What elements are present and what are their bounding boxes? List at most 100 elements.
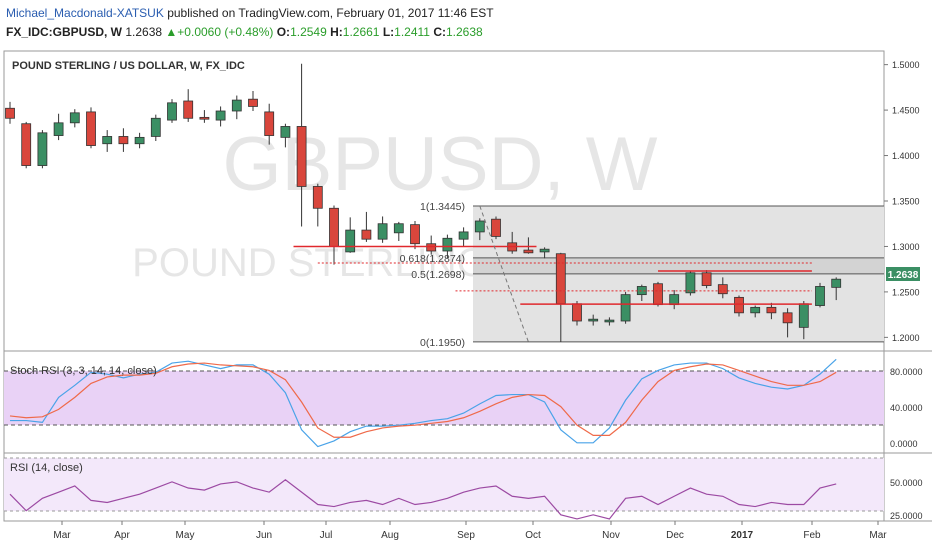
price-label: 1.4000 (892, 151, 920, 161)
candle-body (798, 303, 809, 328)
candle-body (296, 126, 307, 187)
price-label: 1.2000 (892, 333, 920, 343)
last-price-badge-bg (886, 267, 920, 281)
candle-body (345, 229, 356, 253)
candle-body (410, 224, 420, 245)
time-label: Feb (803, 530, 821, 541)
stoch-label-0: 0.0000 (890, 439, 918, 449)
time-label: 2017 (731, 530, 754, 541)
candle-body (134, 136, 145, 145)
candle-body (280, 126, 291, 138)
price-label: 1.2500 (892, 287, 920, 297)
candle-body (831, 278, 842, 288)
last-price-badge: 1.2638 (888, 270, 919, 281)
time-label: Oct (525, 530, 541, 541)
candle-body (53, 122, 64, 136)
candle-body (361, 229, 372, 240)
change-arrow-icon: ▲ (165, 25, 178, 39)
time-label: Aug (381, 530, 399, 541)
rsi-label-50: 50.0000 (890, 478, 923, 488)
candle-body (750, 306, 761, 314)
stoch-label-40: 40.0000 (890, 403, 923, 413)
drawings[interactable] (293, 205, 812, 343)
candle-body (264, 111, 275, 136)
fib-level-label: 0.5(1.2698) (411, 269, 465, 281)
rsi-label-25: 25.0000 (890, 511, 923, 521)
candle-body (102, 136, 113, 145)
time-label: May (176, 530, 195, 541)
candle-body (248, 98, 258, 107)
symbol-label: FX_IDC:GBPUSD, W (6, 25, 123, 39)
candle-body (782, 312, 793, 324)
time-label: Jul (320, 530, 333, 541)
price-label: 1.3500 (892, 197, 920, 207)
rsi-title: RSI (14, close) (10, 462, 83, 474)
candle-body (199, 116, 210, 120)
candle-body (329, 207, 339, 247)
close-label: C: (433, 25, 446, 39)
low-label: L: (382, 25, 395, 39)
candle-body (5, 107, 15, 119)
time-label: Dec (666, 530, 684, 541)
stoch-k-line (10, 358, 837, 448)
candle-body (555, 253, 566, 305)
candle-body (393, 223, 404, 234)
price-label: 1.3000 (892, 242, 920, 252)
time-label: Sep (457, 530, 475, 541)
candle-body (766, 306, 777, 314)
time-label: Mar (53, 530, 71, 541)
time-label: Apr (114, 530, 130, 541)
author-link[interactable]: Michael_Macdonald-XATSUK (6, 6, 164, 20)
candle-body (669, 294, 680, 306)
price-label: 1.5000 (892, 60, 920, 70)
candle-body (231, 99, 242, 112)
rsi-band (4, 458, 884, 511)
fib-level-label: 0(1.1950) (420, 337, 465, 349)
stoch-d-line (9, 362, 837, 438)
rsi-series-line (9, 479, 837, 520)
candle-body (620, 294, 631, 322)
candle-body (183, 100, 194, 119)
candle-body (215, 110, 226, 121)
time-label: Mar (869, 530, 887, 541)
candle-body (539, 248, 550, 253)
candle-body (312, 186, 323, 209)
fib-zone (473, 257, 884, 274)
candle-body (491, 218, 501, 237)
main-pane-title: POUND STERLING / US DOLLAR, W, FX_IDC (12, 60, 245, 72)
rsi-line (9, 479, 837, 520)
candle-body (685, 272, 696, 294)
stoch-label-80: 80.0000 (890, 367, 923, 377)
fib-anchor-line (479, 205, 529, 343)
candle-body (653, 283, 663, 306)
candle-body (734, 296, 744, 314)
last-price: 1.2638 (125, 25, 163, 39)
candle-body (442, 237, 453, 252)
close-value: 1.2638 (445, 25, 483, 39)
candle-body (377, 223, 388, 240)
candle-body (717, 284, 728, 295)
high-label: H: (330, 25, 343, 39)
candle-body (474, 220, 485, 233)
ohlc-header: FX_IDC:GBPUSD, W 1.2638 ▲+0.0060 (+0.48%… (6, 25, 483, 39)
published-text: published on TradingView.com, February 0… (163, 6, 494, 20)
candle-body (701, 272, 712, 286)
candle-body (604, 319, 615, 323)
candle-body (572, 303, 582, 322)
candle-body (588, 318, 599, 322)
stoch-title: Stoch RSI (3, 3, 14, 14, close) (10, 365, 157, 377)
time-label: Jun (256, 530, 272, 541)
watermark-symbol: GBPUSD, W (223, 122, 658, 207)
fib-retracement[interactable]: 1(1.3445) 0.618(1.2874) 0.5(1.2698) 0(1.195… (400, 201, 884, 349)
candle-body (815, 286, 825, 306)
price-label: 1.4500 (892, 106, 920, 116)
candle-body (37, 132, 48, 166)
time-axis: Mar Apr May Jun Jul Aug Sep Oct Nov Dec 2017 Feb Mar (53, 521, 887, 541)
candles (5, 63, 842, 342)
time-label: Nov (602, 530, 620, 541)
candle-body (21, 123, 32, 166)
stoch-band (4, 371, 884, 425)
open-value: 1.2549 (290, 25, 327, 39)
